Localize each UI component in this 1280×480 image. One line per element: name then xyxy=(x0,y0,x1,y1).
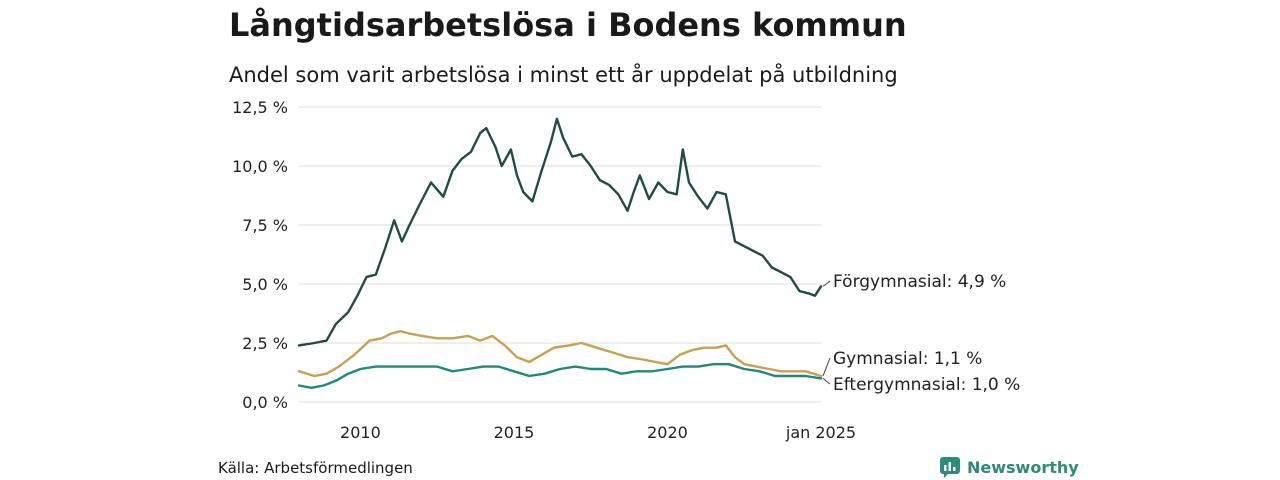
label-connector xyxy=(822,280,831,287)
y-axis-ticks: 0,0 % 2,5 % 5,0 % 7,5 % 10,0 % 12,5 % xyxy=(232,98,288,412)
y-tick-label: 2,5 % xyxy=(242,334,288,353)
y-tick-label: 7,5 % xyxy=(242,216,288,235)
chart-title: Långtidsarbetslösa i Bodens kommun xyxy=(229,6,907,44)
series-lines xyxy=(297,117,823,389)
series-line-eftergymnasial xyxy=(297,363,823,389)
x-tick-label: 2015 xyxy=(494,423,535,442)
end-label-förgymnasial: Förgymnasial: 4,9 % xyxy=(833,272,1006,292)
series-line-förgymnasial xyxy=(297,117,823,347)
x-tick-label: jan 2025 xyxy=(785,423,856,442)
y-tick-label: 12,5 % xyxy=(232,98,288,117)
y-tick-label: 5,0 % xyxy=(242,275,288,294)
y-tick-label: 10,0 % xyxy=(232,157,288,176)
end-labels: Förgymnasial: 4,9 % Gymnasial: 1,1 % Efter… xyxy=(822,272,1020,395)
brand-logo: Newsworthy xyxy=(939,456,1079,478)
grid-lines xyxy=(299,106,821,403)
x-axis-ticks: 2010 2015 2020 jan 2025 xyxy=(340,423,856,442)
series-line-gymnasial xyxy=(297,330,823,378)
end-label-gymnasial: Gymnasial: 1,1 % xyxy=(833,349,982,369)
x-tick-label: 2020 xyxy=(647,423,688,442)
y-tick-label: 0,0 % xyxy=(242,393,288,412)
label-connector xyxy=(822,357,831,377)
brand-name: Newsworthy xyxy=(967,457,1079,477)
label-connector xyxy=(822,378,831,385)
chart-subtitle: Andel som varit arbetslösa i minst ett å… xyxy=(229,63,898,87)
end-label-eftergymnasial: Eftergymnasial: 1,0 % xyxy=(833,375,1020,395)
x-tick-label: 2010 xyxy=(340,423,381,442)
source-note: Källa: Arbetsförmedlingen xyxy=(218,459,413,477)
newsworthy-logo-icon xyxy=(940,457,960,478)
